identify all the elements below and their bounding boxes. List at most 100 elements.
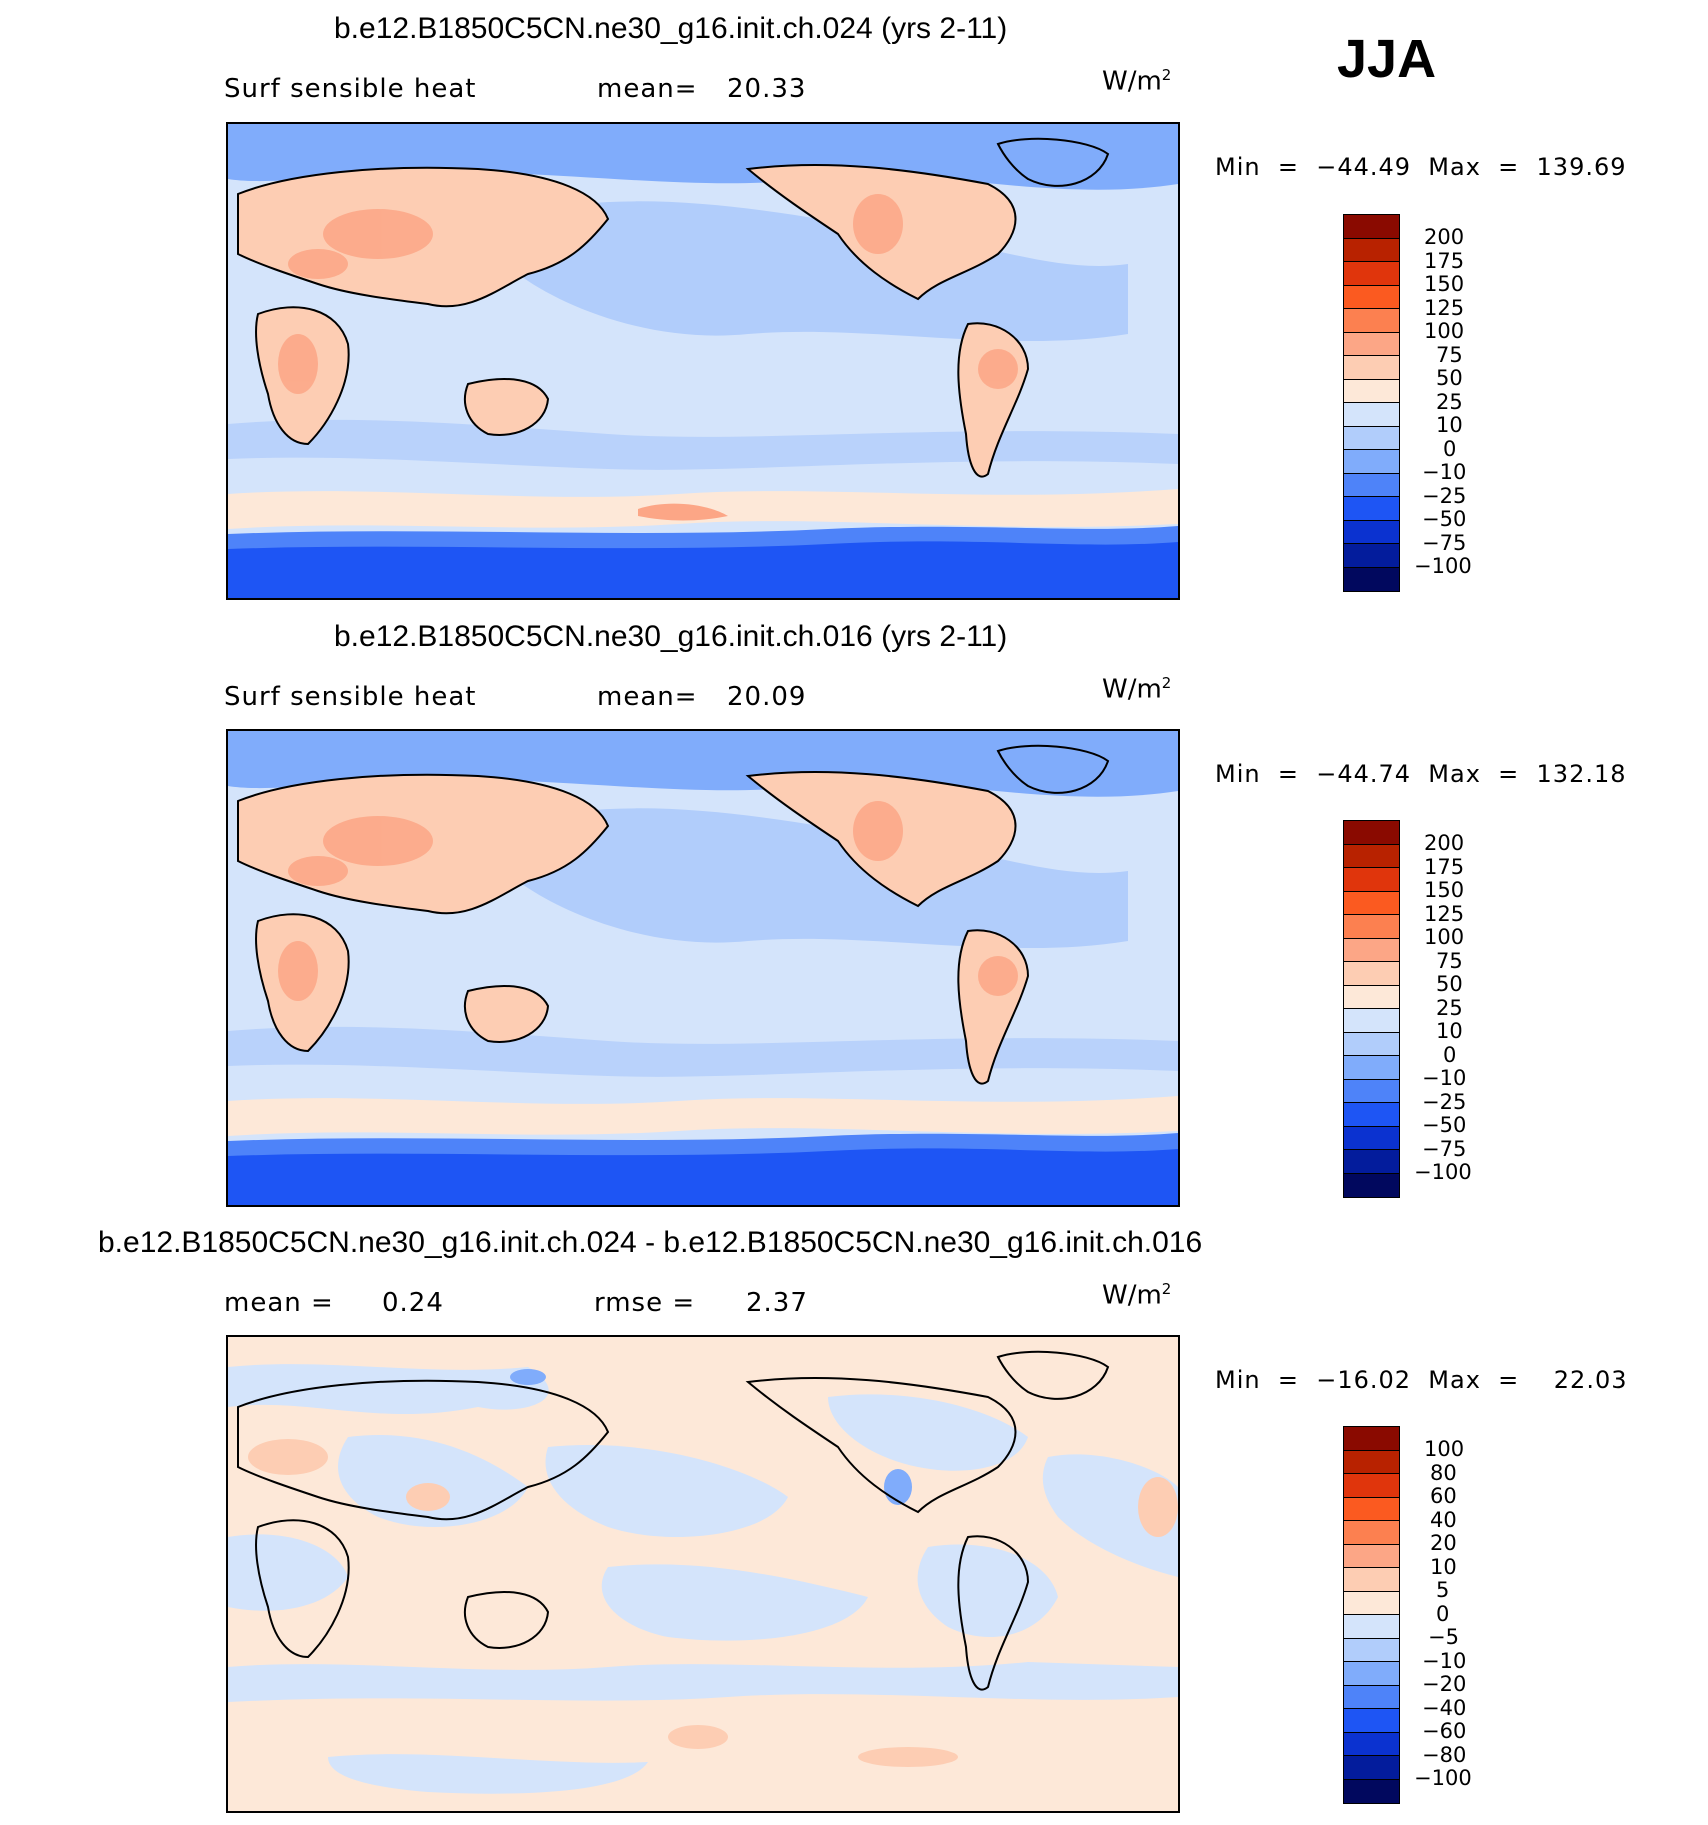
contour-map [228, 124, 1178, 598]
colorbar-box [1344, 1009, 1399, 1033]
colorbar-box [1344, 891, 1399, 915]
colorbar-tick-label: −75 [1422, 1137, 1467, 1161]
colorbar-tick-label: −40 [1422, 1696, 1467, 1720]
colorbar [1343, 214, 1400, 592]
colorbar [1343, 1426, 1400, 1804]
colorbar-tick-label: −10 [1422, 1066, 1467, 1090]
colorbar-tick-label: −100 [1414, 1766, 1472, 1790]
colorbar-tick-label: −80 [1422, 1743, 1467, 1767]
colorbar-box [1344, 1056, 1399, 1080]
colorbar-box [1344, 497, 1399, 521]
min-max-label: Min = −16.02 Max = 22.03 [1215, 1366, 1628, 1394]
colorbar-box [1344, 403, 1399, 427]
mean-label: mean= [597, 74, 698, 104]
colorbar-box [1344, 868, 1399, 892]
min-max-label: Min = −44.49 Max = 139.69 [1215, 153, 1627, 181]
colorbar-tick-label: −100 [1414, 554, 1472, 578]
colorbar-box [1344, 1474, 1399, 1498]
colorbar-box [1344, 1150, 1399, 1174]
colorbar-box [1344, 915, 1399, 939]
colorbar-box [1344, 1103, 1399, 1127]
colorbar-box [1344, 1779, 1399, 1803]
colorbar-tick-label: −20 [1422, 1672, 1467, 1696]
colorbar-box [1344, 985, 1399, 1009]
colorbar-tick-label: 10 [1436, 413, 1463, 437]
units-label: W/m2 [1102, 66, 1172, 97]
colorbar-box [1344, 356, 1399, 380]
colorbar-tick-label: −50 [1422, 507, 1467, 531]
colorbar-box [1344, 962, 1399, 986]
colorbar-box [1344, 544, 1399, 568]
colorbar-tick-label: −25 [1422, 484, 1467, 508]
colorbar-box [1344, 1497, 1399, 1521]
colorbar-tick-label: −60 [1422, 1719, 1467, 1743]
colorbar-tick-label: 5 [1436, 1578, 1450, 1602]
colorbar-tick-label: 0 [1436, 1602, 1450, 1626]
colorbar-box [1344, 262, 1399, 286]
colorbar-box [1344, 1544, 1399, 1568]
colorbar-box [1344, 285, 1399, 309]
panel-title: b.e12.B1850C5CN.ne30_g16.init.ch.024 - b… [98, 1226, 1203, 1259]
colorbar-tick-label: −50 [1422, 1113, 1467, 1137]
rmse-label: rmse = [594, 1288, 696, 1318]
colorbar-tick-label: 40 [1430, 1508, 1457, 1532]
colorbar-tick-label: 10 [1430, 1555, 1457, 1579]
colorbar-tick-label: 25 [1436, 996, 1463, 1020]
colorbar-box [1344, 1662, 1399, 1686]
colorbar-box [1344, 567, 1399, 591]
panel-title: b.e12.B1850C5CN.ne30_g16.init.ch.016 (yr… [334, 620, 1008, 653]
colorbar-box [1344, 1732, 1399, 1756]
contour-map [228, 731, 1178, 1205]
colorbar-box [1344, 520, 1399, 544]
colorbar-box [1344, 1568, 1399, 1592]
colorbar-box [1344, 1591, 1399, 1615]
colorbar-box [1344, 379, 1399, 403]
colorbar-tick-label: 125 [1424, 902, 1465, 926]
mean-value: 20.09 [727, 682, 807, 712]
colorbar-tick-label: 75 [1436, 949, 1463, 973]
colorbar-tick-label: 175 [1424, 855, 1465, 879]
variable-label: Surf sensible heat [224, 682, 477, 712]
colorbar-tick-label: 0 [1443, 437, 1457, 461]
variable-label: Surf sensible heat [224, 74, 477, 104]
units-label: W/m2 [1102, 674, 1172, 705]
colorbar-box [1344, 1685, 1399, 1709]
colorbar-box [1344, 473, 1399, 497]
colorbar-tick-label: −10 [1422, 460, 1467, 484]
colorbar-tick-label: 20 [1430, 1531, 1457, 1555]
season-label: JJA [1337, 29, 1437, 89]
colorbar-tick-label: 75 [1436, 343, 1463, 367]
colorbar-tick-label: 100 [1424, 925, 1465, 949]
map-panel-1 [226, 122, 1180, 600]
colorbar-box [1344, 332, 1399, 356]
mean-label: mean= [597, 682, 698, 712]
colorbar-tick-label: 175 [1424, 249, 1465, 273]
colorbar-tick-label: 100 [1424, 1437, 1465, 1461]
colorbar-box [1344, 1756, 1399, 1780]
colorbar-box [1344, 1173, 1399, 1197]
colorbar-box [1344, 821, 1399, 845]
map-panel-2 [226, 729, 1180, 1207]
mean-label: mean = [224, 1288, 334, 1318]
colorbar-box [1344, 1079, 1399, 1103]
colorbar-box [1344, 1709, 1399, 1733]
min-max-label: Min = −44.74 Max = 132.18 [1215, 760, 1627, 788]
rmse-value: 2.37 [746, 1288, 808, 1318]
colorbar-box [1344, 1615, 1399, 1639]
colorbar-tick-label: −100 [1414, 1160, 1472, 1184]
colorbar-tick-label: −10 [1422, 1649, 1467, 1673]
colorbar-tick-label: 60 [1430, 1484, 1457, 1508]
colorbar-box [1344, 1450, 1399, 1474]
colorbar-tick-label: −5 [1428, 1625, 1459, 1649]
map-panel-difference [226, 1335, 1180, 1813]
colorbar-box [1344, 215, 1399, 239]
colorbar-tick-label: 100 [1424, 319, 1465, 343]
colorbar-box [1344, 1427, 1399, 1451]
colorbar-tick-label: 150 [1424, 878, 1465, 902]
colorbar-tick-label: 80 [1430, 1461, 1457, 1485]
colorbar-tick-label: 50 [1436, 972, 1463, 996]
colorbar-tick-label: 200 [1424, 225, 1465, 249]
colorbar-tick-label: 200 [1424, 831, 1465, 855]
colorbar-tick-label: 50 [1436, 366, 1463, 390]
colorbar-box [1344, 938, 1399, 962]
